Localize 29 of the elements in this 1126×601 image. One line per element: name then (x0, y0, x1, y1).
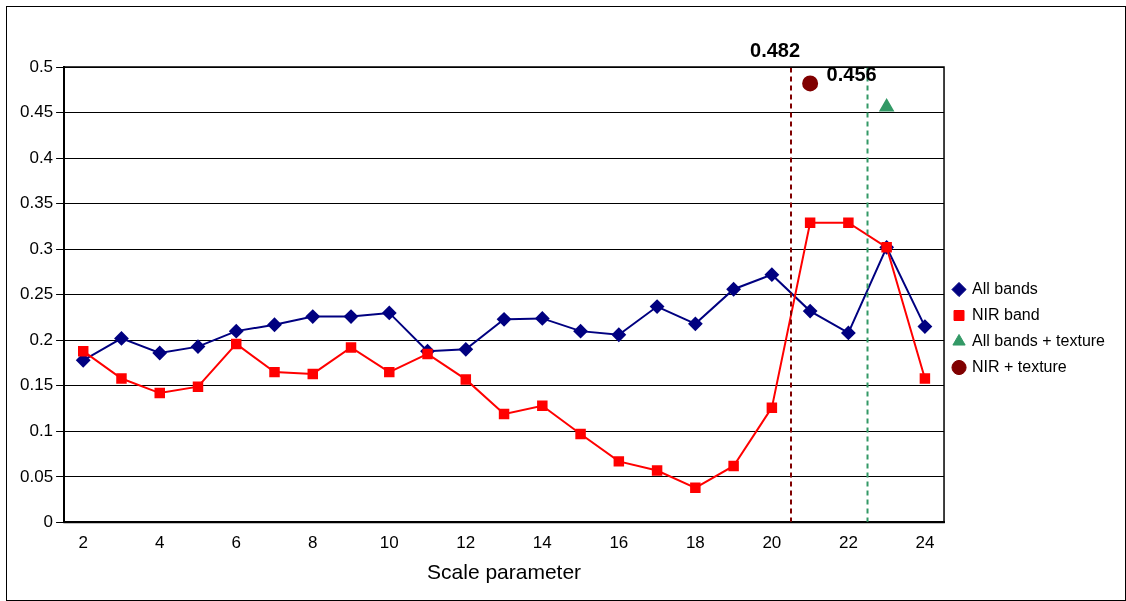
y-tick-label: 0.4 (29, 147, 54, 167)
x-tick-label: 18 (685, 533, 705, 553)
y-tick-label: 0.5 (29, 56, 54, 76)
y-tick-label: 0 (43, 512, 54, 532)
legend-label: NIR + texture (972, 357, 1067, 375)
x-tick-label: 4 (155, 533, 165, 553)
x-tick-label: 8 (308, 533, 318, 553)
x-tick-label: 24 (915, 533, 935, 553)
x-tick-label: 20 (762, 533, 782, 553)
legend-label: All bands + texture (972, 331, 1106, 349)
x-tick-label: 6 (231, 533, 241, 553)
x-tick-label: 10 (379, 533, 399, 553)
y-tick-label: 0.2 (29, 329, 54, 349)
data-label: 0.482 (750, 38, 801, 61)
x-tick-label: 12 (456, 533, 476, 553)
y-tick-label: 0.05 (19, 466, 54, 486)
y-tick-label: 0.45 (19, 102, 54, 122)
x-axis-title: Scale parameter (427, 560, 582, 584)
y-tick-label: 0.15 (19, 375, 54, 395)
y-tick-label: 0.35 (19, 193, 54, 213)
y-tick-label: 0.1 (29, 421, 54, 441)
legend-label: NIR band (972, 305, 1040, 323)
y-tick-label: 0.25 (19, 284, 54, 304)
x-tick-label: 22 (838, 533, 858, 553)
legend-label: All bands (972, 279, 1038, 297)
y-tick-label: 0.3 (29, 238, 54, 258)
x-tick-label: 14 (532, 533, 552, 553)
x-tick-label: 16 (609, 533, 629, 553)
x-tick-label: 2 (78, 533, 88, 553)
